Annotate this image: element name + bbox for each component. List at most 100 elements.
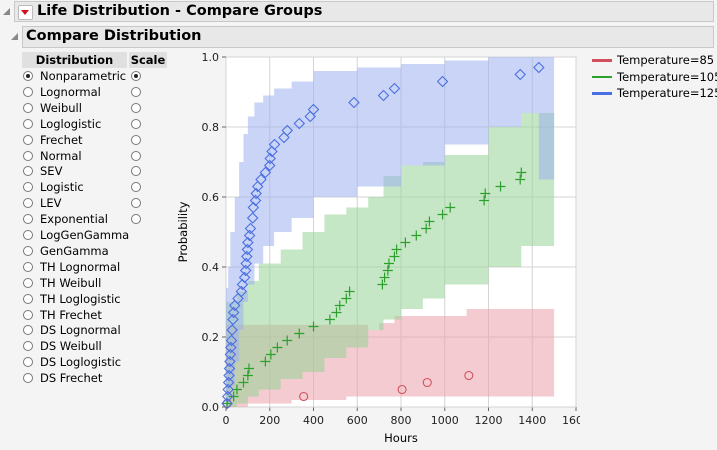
distribution-row[interactable]: Normal	[23, 148, 82, 164]
distribution-row[interactable]: Exponential	[23, 211, 108, 227]
distribution-row[interactable]: Logistic	[23, 179, 84, 195]
distribution-label: Frechet	[40, 132, 83, 147]
scale-radio[interactable]	[131, 166, 141, 177]
distribution-label: Logistic	[40, 180, 84, 195]
distribution-label: Normal	[40, 148, 82, 163]
data-point-diamond	[239, 264, 252, 277]
distribution-row[interactable]: TH Frechet	[23, 307, 102, 323]
section-title-bar: Compare Distribution	[22, 26, 714, 48]
distribution-row[interactable]: LogGenGamma	[23, 227, 129, 243]
scale-radio[interactable]	[131, 198, 141, 209]
distribution-row[interactable]: DS Weibull	[23, 338, 102, 354]
y-tick-label: 0.4	[202, 261, 220, 274]
data-point-plus	[331, 307, 342, 318]
data-point-plus	[383, 258, 394, 269]
distribution-radio[interactable]	[23, 214, 33, 225]
scale-radio[interactable]	[131, 71, 141, 81]
x-tick-label: 1400	[518, 414, 546, 427]
legend-swatch	[592, 75, 612, 78]
data-point-diamond	[240, 257, 252, 270]
legend-swatch	[592, 92, 612, 95]
distribution-radio[interactable]	[23, 182, 33, 193]
distribution-row[interactable]: DS Lognormal	[23, 322, 121, 338]
data-point-plus	[400, 237, 411, 248]
data-point-diamond	[247, 201, 260, 214]
distribution-row[interactable]: TH Lognormal	[23, 259, 120, 275]
x-tick-label: 1000	[431, 414, 459, 427]
data-point-diamond	[348, 96, 360, 109]
distribution-row[interactable]: LEV	[23, 195, 62, 211]
red-triangle-menu-icon[interactable]	[18, 5, 33, 20]
distribution-row[interactable]: TH Weibull	[23, 275, 101, 291]
data-point-diamond	[263, 159, 276, 172]
scale-radio[interactable]	[131, 86, 141, 97]
scale-radio[interactable]	[131, 182, 141, 193]
distribution-row[interactable]: Frechet	[23, 132, 83, 148]
legend-swatch	[592, 59, 612, 62]
distribution-radio[interactable]	[23, 261, 33, 272]
distribution-radio[interactable]	[23, 277, 33, 288]
data-point-diamond	[259, 166, 272, 179]
y-tick-label: 0.0	[202, 401, 220, 414]
scale-radio[interactable]	[131, 102, 141, 113]
distribution-radio[interactable]	[23, 118, 33, 129]
distribution-row[interactable]: DS Loglogistic	[23, 354, 121, 370]
column-header-distribution: Distribution	[22, 52, 127, 68]
data-point-diamond	[238, 271, 251, 284]
distribution-row[interactable]: Lognormal	[23, 84, 101, 100]
data-point-diamond	[244, 222, 257, 235]
report-header: Life Distribution - Compare Groups	[0, 0, 717, 22]
distribution-row[interactable]: GenGamma	[23, 243, 109, 259]
data-point-plus	[260, 356, 271, 367]
distribution-radio[interactable]	[23, 198, 33, 209]
distribution-radio[interactable]	[23, 150, 33, 161]
distribution-row[interactable]: Loglogistic	[23, 116, 101, 132]
distribution-radio[interactable]	[23, 293, 33, 304]
distribution-label: Nonparametric	[40, 69, 127, 83]
data-point-plus	[334, 300, 345, 311]
data-point-plus	[324, 314, 335, 325]
x-tick-label: 600	[347, 414, 368, 427]
scale-radio[interactable]	[131, 214, 141, 225]
distribution-label: TH Weibull	[40, 275, 102, 290]
data-point-diamond	[223, 369, 235, 382]
distribution-radio[interactable]	[23, 341, 33, 352]
distribution-row[interactable]: TH Loglogistic	[23, 291, 121, 307]
distribution-radio[interactable]	[23, 373, 33, 384]
distribution-label: TH Lognormal	[40, 259, 121, 274]
data-point-diamond	[235, 285, 248, 298]
distribution-row[interactable]: DS Frechet	[23, 370, 102, 386]
scale-radio[interactable]	[131, 150, 141, 161]
distribution-row[interactable]: Nonparametric	[23, 68, 126, 84]
disclosure-icon[interactable]	[3, 8, 10, 15]
data-point-diamond	[293, 117, 306, 130]
distribution-radio[interactable]	[23, 309, 33, 320]
data-point-diamond	[236, 278, 249, 291]
distribution-label: GenGamma	[40, 243, 109, 258]
distribution-row[interactable]: SEV	[23, 163, 62, 179]
distribution-radio[interactable]	[23, 245, 33, 256]
distribution-label: DS Weibull	[40, 339, 102, 354]
disclosure-icon[interactable]	[11, 33, 18, 40]
data-point-diamond	[224, 348, 237, 361]
distribution-radio[interactable]	[23, 166, 33, 177]
distribution-radio[interactable]	[23, 102, 33, 113]
distribution-radio[interactable]	[23, 86, 33, 97]
data-point-plus	[480, 188, 491, 199]
distribution-radio[interactable]	[23, 325, 33, 336]
distribution-radio[interactable]	[23, 71, 33, 81]
data-point-plus	[243, 363, 254, 374]
scale-radio[interactable]	[131, 118, 141, 129]
distribution-radio[interactable]	[23, 357, 33, 368]
data-point-diamond	[281, 124, 294, 137]
scale-radio[interactable]	[131, 134, 141, 145]
distribution-radio[interactable]	[23, 134, 33, 145]
distribution-label: DS Frechet	[40, 371, 103, 386]
distribution-radio[interactable]	[23, 230, 33, 240]
data-point-diamond	[226, 324, 238, 336]
distribution-row[interactable]: Weibull	[23, 100, 82, 116]
report-title: Life Distribution - Compare Groups	[37, 3, 323, 19]
data-point-plus	[265, 349, 276, 360]
